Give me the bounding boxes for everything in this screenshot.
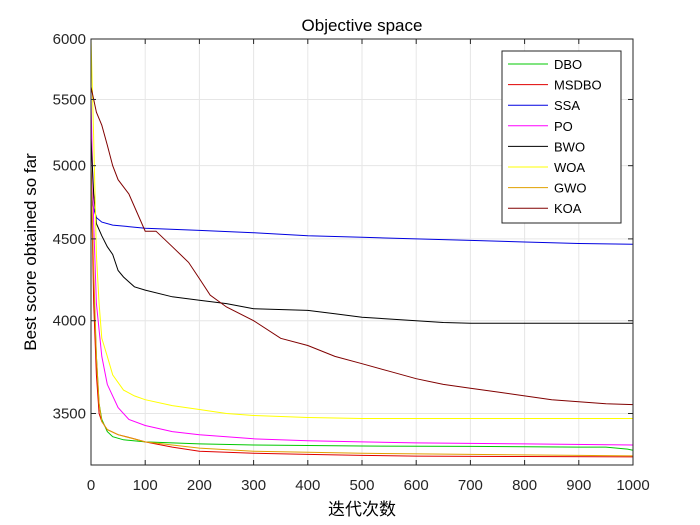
y-tick-label: 3500 [53, 406, 86, 423]
x-tick-label: 0 [87, 477, 95, 494]
series-line-koa [90, 86, 634, 406]
legend-label-gwo: GWO [554, 181, 587, 196]
chart-title: Objective space [302, 16, 423, 35]
x-tick-label: 1000 [616, 477, 649, 494]
legend-box [501, 50, 622, 224]
y-tick-label: 6000 [53, 31, 86, 48]
series-line-gwo [90, 165, 634, 457]
y-tick-label: 4500 [53, 231, 86, 248]
x-tick-label: 300 [241, 477, 266, 494]
legend: DBO MSDBO SSA PO BWO WOA GWO KOA [501, 50, 622, 224]
y-tick-label: 5500 [53, 91, 86, 108]
legend-label-koa: KOA [554, 201, 582, 216]
x-tick-label: 900 [566, 477, 591, 494]
y-tick-label: 5000 [53, 158, 86, 175]
y-axis-label: Best score obtained so far [21, 153, 40, 351]
legend-label-dbo: DBO [554, 57, 582, 72]
x-tick-label: 700 [458, 477, 483, 494]
x-tick-label: 600 [404, 477, 429, 494]
x-tick-label: 500 [349, 477, 374, 494]
series-line-woa [90, 38, 633, 419]
series-line-ssa [90, 193, 634, 245]
series-line-po [90, 99, 634, 446]
x-tick-label: 400 [295, 477, 320, 494]
x-axis-label: 迭代次数 [328, 500, 396, 519]
legend-label-ssa: SSA [554, 98, 580, 113]
y-tick-label: 4000 [53, 313, 86, 330]
series-line-bwo [90, 138, 633, 324]
x-tick-label: 100 [133, 477, 158, 494]
x-tick-label: 200 [187, 477, 212, 494]
x-tick-label: 800 [512, 477, 537, 494]
legend-label-po: PO [554, 119, 573, 134]
legend-label-woa: WOA [554, 160, 585, 175]
ticks: 0 100 200 300 400 500 600 700 800 900 1000 3500 4000… [53, 31, 650, 494]
series-lines [90, 38, 634, 458]
legend-label-msdbo: MSDBO [554, 78, 602, 93]
legend-label-bwo: BWO [554, 139, 585, 154]
